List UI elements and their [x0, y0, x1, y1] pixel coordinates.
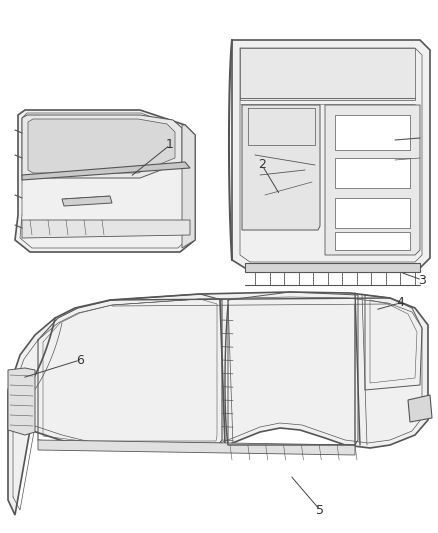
Polygon shape [22, 220, 190, 238]
Polygon shape [62, 196, 112, 206]
Polygon shape [325, 105, 420, 255]
Polygon shape [22, 115, 182, 178]
Text: 5: 5 [316, 504, 324, 516]
Text: 4: 4 [396, 296, 404, 310]
Text: 6: 6 [76, 353, 84, 367]
Polygon shape [8, 368, 35, 435]
Polygon shape [182, 125, 195, 248]
Text: 3: 3 [418, 273, 426, 287]
Polygon shape [28, 119, 175, 173]
Text: 1: 1 [166, 139, 174, 151]
Polygon shape [38, 440, 355, 455]
Polygon shape [15, 110, 195, 252]
Polygon shape [232, 40, 430, 268]
Polygon shape [335, 115, 410, 150]
Polygon shape [22, 162, 190, 180]
Text: 2: 2 [258, 158, 266, 172]
Polygon shape [408, 395, 432, 422]
Polygon shape [240, 48, 415, 100]
Polygon shape [242, 105, 320, 230]
Polygon shape [335, 232, 410, 250]
Polygon shape [335, 198, 410, 228]
Polygon shape [335, 158, 410, 188]
Polygon shape [245, 263, 420, 272]
Polygon shape [8, 292, 428, 515]
